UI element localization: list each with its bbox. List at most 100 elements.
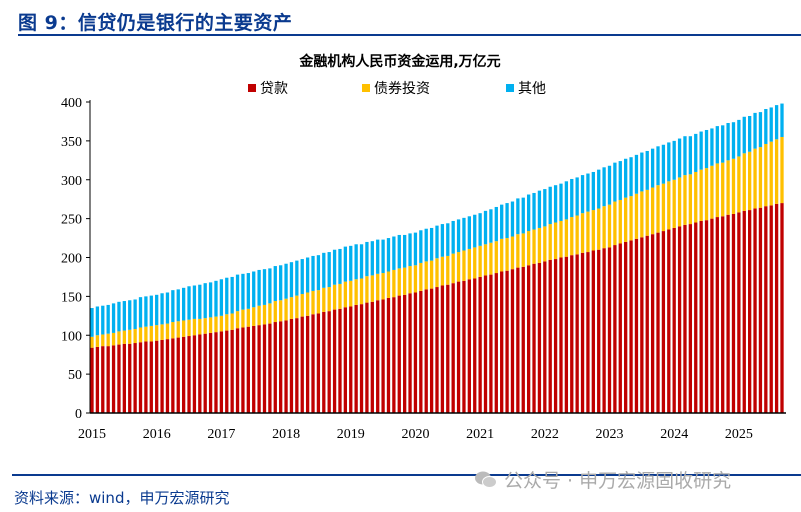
bar-segment [365,241,369,277]
bar-segment [128,343,132,413]
bar-segment [343,281,348,308]
y-tick-label: 50 [68,368,82,383]
bar-segment [262,324,267,413]
bar-segment [149,325,153,342]
bar-segment [451,220,455,254]
bar-segment [473,214,477,248]
bar-segment [607,165,612,205]
bar-segment [311,290,315,315]
bar-segment [332,309,337,413]
bar-segment [187,319,191,337]
bar-segment [467,248,471,280]
bar-segment [672,179,676,228]
bar-segment [597,208,601,250]
legend-swatch [362,84,370,92]
y-tick-label: 100 [61,329,82,344]
bar-segment [354,244,358,280]
bar-segment [305,257,310,293]
bar-segment [160,339,164,413]
bar-segment [273,322,277,413]
bar-segment [300,294,304,317]
bar-segment [235,311,240,329]
bar-segment [429,227,434,261]
bar-segment [316,290,321,314]
bar-segment [257,305,261,326]
bar-segment [300,259,304,295]
bar-segment [198,284,202,319]
bar-segment [462,280,466,413]
y-tick-label: 350 [61,135,82,150]
bar-segment [305,292,310,316]
bar-segment [90,347,94,413]
bar-segment [279,265,283,301]
bar-segment [510,201,515,237]
bar-segment [171,290,175,323]
bar-segment [553,185,558,223]
bar-segment [683,175,687,225]
bar-segment [516,267,520,413]
bar-segment [500,271,504,413]
bar-segment [354,304,358,413]
bar-segment [381,273,385,300]
bar-segment [710,218,714,413]
bar-segment [467,216,471,249]
bar-segment [311,314,315,413]
bar-segment [483,210,488,245]
bar-segment [397,234,401,269]
bar-segment [721,216,725,413]
title-rule [18,34,801,36]
bar-segment [397,268,401,296]
bar-segment [478,245,482,277]
bar-segment [289,318,294,413]
bar-segment [537,227,542,263]
bar-segment [613,162,617,202]
y-tick-label: 400 [61,96,82,111]
bar-segment [629,196,633,241]
bar-segment [408,293,412,413]
x-tick-label: 2019 [337,427,365,442]
bar-segment [774,105,779,140]
bar-segment [284,320,288,413]
legend-swatch [506,84,514,92]
bar-segment [753,112,757,149]
bar-segment [580,213,585,253]
bar-segment [413,265,418,293]
bar-segment [370,241,374,276]
bar-segment [117,344,121,413]
bar-segment [586,173,590,212]
bar-segment [510,236,515,270]
bar-segment [408,266,412,294]
x-tick-label: 2015 [78,427,106,442]
bar-segment [284,298,288,321]
bar-segment [268,268,272,304]
wechat-icon [474,470,498,490]
bar-segment [500,204,504,239]
bar-segment [645,150,649,190]
bar-segment [656,185,660,233]
bar-segment [667,229,671,413]
bar-segment [273,301,277,323]
bar-segment [219,315,224,332]
bar-segment [386,297,391,413]
bar-segment [570,217,574,256]
bar-segment [165,339,170,413]
bar-segment [338,308,342,413]
bar-segment [548,259,552,413]
bar-segment [435,258,439,288]
bar-segment [559,220,563,258]
bar-segment [683,224,687,413]
bar-segment [737,212,741,413]
watermark-text: 公众号 · 申万宏源固收研究 [504,470,732,492]
bar-segment [758,112,763,148]
bar-segment [262,269,267,305]
bar-segment [694,133,698,172]
bar-segment [279,321,283,413]
bar-segment [688,136,693,175]
bar-segment [661,231,666,413]
bar-segment [95,306,100,336]
bar-segment [424,289,428,413]
bar-segment [489,242,493,275]
bar-segment [257,325,261,413]
bar-segment [192,318,197,336]
bar-segment [316,313,321,413]
